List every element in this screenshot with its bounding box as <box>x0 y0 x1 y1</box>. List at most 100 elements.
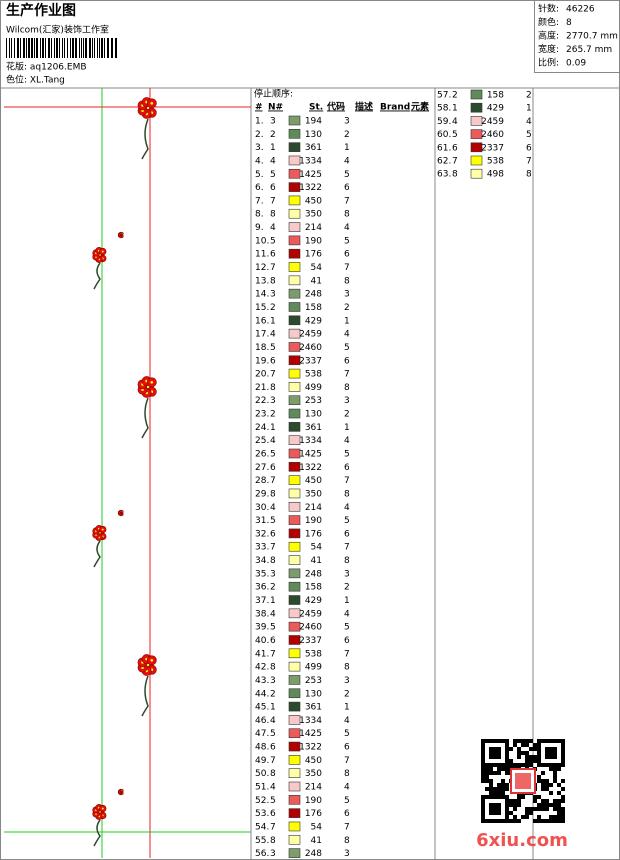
qr-module <box>481 811 485 815</box>
color-swatch <box>288 275 301 286</box>
qr-module <box>549 747 553 751</box>
qr-module <box>489 779 493 783</box>
qr-module <box>481 799 485 803</box>
qr-module <box>485 779 489 783</box>
thread-code: 214 <box>305 783 322 793</box>
qr-module <box>509 747 513 751</box>
qr-module <box>493 771 497 775</box>
stop-number: 2. <box>255 130 264 140</box>
needle: 2 <box>270 303 276 313</box>
color-swatch <box>288 608 301 619</box>
qr-module <box>549 755 553 759</box>
bar-stripe <box>6 38 7 58</box>
element: 7 <box>344 543 350 553</box>
stop-number: 41. <box>255 649 269 659</box>
qr-module <box>529 755 533 759</box>
qr-module <box>497 739 501 743</box>
qr-module <box>561 747 565 751</box>
qr-module <box>505 759 509 763</box>
needle: 4 <box>270 223 276 233</box>
qr-module <box>533 759 537 763</box>
needle: 5 <box>270 516 276 526</box>
qr-module <box>505 763 509 767</box>
qr-module <box>505 755 509 759</box>
color-swatch <box>288 688 301 699</box>
element: 6 <box>344 463 350 473</box>
qr-module <box>545 819 549 823</box>
needle: 8 <box>270 210 276 220</box>
qr-module <box>517 819 521 823</box>
qr-module <box>513 815 517 819</box>
needle: 8 <box>270 276 276 286</box>
element: 5 <box>344 729 350 739</box>
thread-code: 248 <box>305 290 322 300</box>
qr-module <box>481 743 485 747</box>
column-header: St. <box>309 103 323 113</box>
qr-module <box>529 807 533 811</box>
bar-stripe <box>97 38 98 58</box>
color-swatch <box>288 501 301 512</box>
qr-module <box>557 739 561 743</box>
stem <box>93 540 101 568</box>
bar-stripe <box>45 38 46 58</box>
needle: 8 <box>270 663 276 673</box>
info-label: 针数: <box>538 3 559 15</box>
color-swatch <box>288 115 301 126</box>
stop-number: 61. <box>437 143 451 153</box>
qr-module <box>493 787 497 791</box>
element: 7 <box>344 370 350 380</box>
qr-module <box>513 743 517 747</box>
needle: 6 <box>270 636 276 646</box>
color-swatch <box>288 728 301 739</box>
bar-stripe <box>23 38 25 58</box>
qr-module <box>501 779 505 783</box>
element: 7 <box>344 756 350 766</box>
qr-module <box>517 739 521 743</box>
bar-stripe <box>101 38 103 58</box>
qr-module <box>541 799 545 803</box>
color-swatch <box>288 661 301 672</box>
bar-stripe <box>111 38 113 58</box>
qr-module <box>501 791 505 795</box>
thread-code: 499 <box>305 383 322 393</box>
element: 5 <box>344 170 350 180</box>
bar-stripe <box>104 38 105 58</box>
qr-module <box>541 807 545 811</box>
qr-module <box>537 795 541 799</box>
qr-module <box>481 739 485 743</box>
qr-module <box>497 755 501 759</box>
color-swatch <box>288 781 301 792</box>
needle: 8 <box>270 769 276 779</box>
qr-module <box>525 763 529 767</box>
qr-module <box>505 815 509 819</box>
stop-number: 3. <box>255 143 264 153</box>
element: 8 <box>344 276 350 286</box>
needle: 7 <box>270 476 276 486</box>
thread-code: 450 <box>305 756 322 766</box>
thread-code: 190 <box>305 796 322 806</box>
needle: 7 <box>270 370 276 380</box>
color-swatch <box>288 768 301 778</box>
element: 3 <box>344 117 350 127</box>
stop-number: 13. <box>255 276 269 286</box>
stop-number: 26. <box>255 450 269 460</box>
qr-module <box>485 795 489 799</box>
qr-module <box>505 803 509 807</box>
needle: 7 <box>270 756 276 766</box>
qr-module <box>561 751 565 755</box>
element: 6 <box>526 143 532 153</box>
qr-module <box>517 799 521 803</box>
qr-module <box>537 759 541 763</box>
stop-number: 32. <box>255 529 269 539</box>
bar-stripe <box>81 38 82 58</box>
bar-stripe <box>17 38 19 58</box>
qr-module <box>489 787 493 791</box>
qr-module <box>561 755 565 759</box>
qr-module <box>505 811 509 815</box>
element: 6 <box>344 809 350 819</box>
color-swatch <box>288 515 301 525</box>
bar-stripe <box>99 38 100 58</box>
qr-module <box>525 739 529 743</box>
thread-code: 499 <box>305 663 322 673</box>
